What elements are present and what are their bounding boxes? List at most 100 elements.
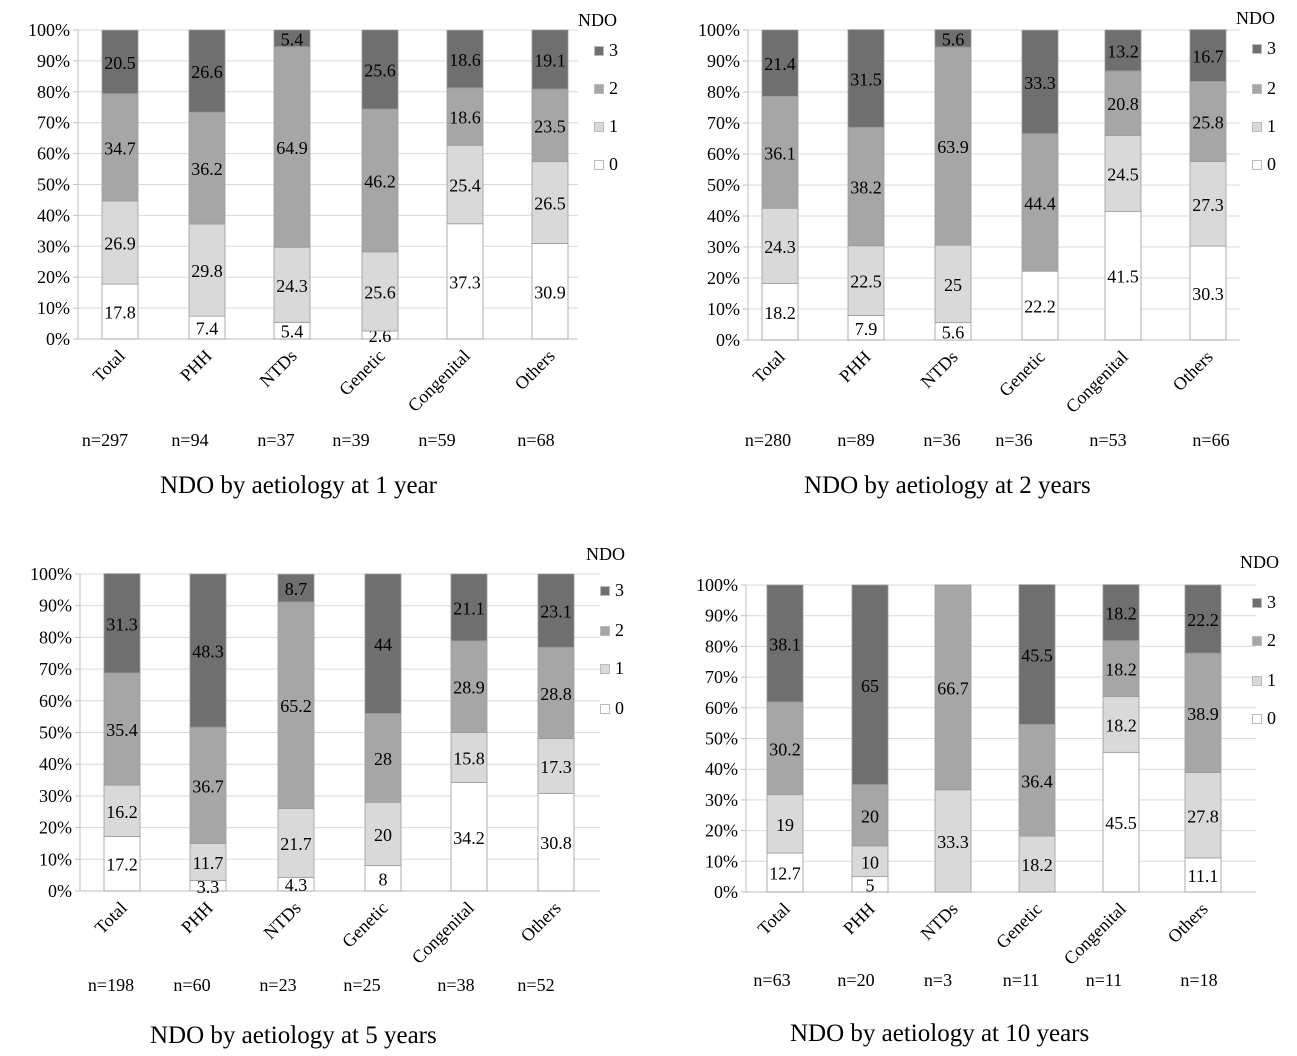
- data-label-ntds-ndo-2: 66.7: [937, 678, 969, 698]
- legend-title: NDO: [1240, 552, 1279, 572]
- data-label-others-ndo-3: 16.7: [1192, 47, 1224, 67]
- bar-segment-congenital-ndo-0: [1102, 751, 1140, 893]
- legend-label-3: 3: [1267, 38, 1276, 58]
- x-tick-label-genetic: Genetic: [992, 899, 1046, 953]
- legend-title: NDO: [1236, 8, 1275, 28]
- data-label-genetic-ndo-2: 44.4: [1024, 193, 1056, 213]
- x-tick-label-phh: PHH: [839, 899, 879, 939]
- bar-segment-total-ndo-3: [766, 584, 804, 703]
- n-label-total: n=280: [744, 430, 792, 450]
- legend-item-1: 1: [594, 116, 618, 137]
- bar-segment-others-ndo-3: [531, 29, 569, 90]
- legend-swatch-1: [594, 121, 604, 132]
- y-tick-label: 100%: [696, 575, 738, 595]
- legend-item-0: 0: [600, 698, 624, 719]
- x-tick-label-genetic: Genetic: [995, 347, 1049, 401]
- y-tick-label: 10%: [705, 851, 738, 871]
- legend-label-3: 3: [609, 40, 618, 60]
- bar-segment-total-ndo-3: [101, 29, 139, 95]
- bar-segment-genetic-ndo-2: [1021, 133, 1059, 272]
- bar-segment-others-ndo-1: [531, 161, 569, 244]
- bar-segment-total-ndo-1: [766, 794, 804, 854]
- bar-segment-phh-ndo-1: [851, 845, 889, 878]
- y-tick-label: 0%: [716, 330, 740, 350]
- data-label-congenital-ndo-1: 18.2: [1105, 715, 1137, 735]
- bar-segment-phh-ndo-0: [847, 315, 885, 341]
- x-tick-label-genetic: Genetic: [335, 346, 389, 400]
- bar-segment-congenital-ndo-3: [450, 573, 488, 642]
- bar-segment-others-ndo-0: [1189, 245, 1227, 341]
- n-label-total: n=63: [753, 970, 791, 990]
- data-label-others-ndo-2: 25.8: [1192, 112, 1224, 132]
- legend-item-0: 0: [1252, 154, 1276, 175]
- y-tick-label: 10%: [37, 298, 70, 318]
- bar-segment-congenital-ndo-1: [450, 732, 488, 783]
- data-label-phh-ndo-0: 7.9: [855, 319, 878, 339]
- data-label-phh-ndo-1: 11.7: [193, 853, 224, 873]
- bar-segment-others-ndo-3: [1184, 584, 1222, 654]
- data-label-ntds-ndo-3: 5.6: [942, 29, 965, 49]
- bar-segment-ntds-ndo-1: [934, 244, 972, 324]
- y-tick-label: 40%: [705, 759, 738, 779]
- legend-title: NDO: [578, 10, 617, 30]
- legend-swatch-0: [1252, 159, 1262, 170]
- bar-segment-others-ndo-2: [1184, 652, 1222, 773]
- bar-segment-congenital-ndo-2: [1104, 70, 1142, 136]
- legend-swatch-2: [1252, 635, 1262, 646]
- legend-swatch-3: [1252, 597, 1262, 608]
- n-label-others: n=18: [1180, 970, 1218, 990]
- data-label-total-ndo-0: 18.2: [764, 303, 796, 323]
- n-label-total: n=198: [87, 975, 135, 995]
- x-tick-label-total: Total: [91, 898, 131, 938]
- x-tick-label-congenital: Congenital: [1062, 347, 1132, 417]
- y-tick-label: 60%: [707, 144, 740, 164]
- y-tick-label: 70%: [707, 113, 740, 133]
- legend-item-3: 3: [600, 580, 624, 601]
- bar-segment-genetic-ndo-0: [364, 865, 402, 892]
- data-label-congenital-ndo-1: 25.4: [449, 176, 481, 196]
- bar-segment-congenital-ndo-2: [450, 640, 488, 733]
- n-label-congenital: n=38: [437, 975, 475, 995]
- y-tick-label: 100%: [30, 564, 72, 584]
- data-label-total-ndo-1: 26.9: [104, 233, 136, 253]
- legend-item-2: 2: [1252, 630, 1276, 651]
- legend-label-1: 1: [1267, 116, 1276, 136]
- bar-segment-ntds-ndo-2: [934, 584, 972, 791]
- data-label-ntds-ndo-1: 25: [944, 275, 962, 295]
- data-label-phh-ndo-1: 10: [861, 852, 879, 872]
- legend-label-3: 3: [1267, 592, 1276, 612]
- stacked-bar-chart-2-years: 0% 10% 20% 30% 40% 50% 60% 70% 80% 90% 100% 18.2 24.…: [698, 20, 1240, 417]
- x-tick-label-total: Total: [754, 899, 794, 939]
- y-tick-label: 30%: [705, 790, 738, 810]
- legend-item-1: 1: [600, 658, 624, 679]
- data-label-phh-ndo-3: 26.6: [191, 62, 223, 82]
- data-label-congenital-ndo-1: 15.8: [453, 749, 485, 769]
- y-tick-label: 100%: [28, 20, 70, 40]
- legend-label-2: 2: [1267, 630, 1276, 650]
- legend-swatch-2: [1252, 83, 1262, 94]
- n-label-genetic: n=11: [1002, 970, 1040, 990]
- data-label-phh-ndo-3: 65: [861, 676, 879, 696]
- x-tick-label-ntds: NTDs: [917, 899, 962, 944]
- bar-segment-genetic-ndo-3: [1018, 584, 1056, 725]
- data-label-phh-ndo-3: 48.3: [192, 642, 224, 662]
- bar-segment-phh-ndo-2: [851, 784, 889, 847]
- data-label-genetic-ndo-3: 25.6: [364, 61, 396, 81]
- bar-segment-congenital-ndo-0: [446, 223, 484, 340]
- y-tick-label: 70%: [37, 113, 70, 133]
- data-label-others-ndo-1: 17.3: [540, 757, 572, 777]
- x-tick-label-ntds: NTDs: [256, 346, 301, 391]
- data-label-ntds-ndo-3: 8.7: [285, 579, 308, 599]
- bar-segment-total-ndo-0: [103, 836, 141, 892]
- y-tick-label: 20%: [37, 267, 70, 287]
- n-label-phh: n=89: [837, 430, 875, 450]
- n-label-ntds: n=3: [923, 970, 953, 990]
- x-tick-label-genetic: Genetic: [338, 898, 392, 952]
- data-label-genetic-ndo-3: 33.3: [1024, 73, 1056, 93]
- bar-segment-genetic-ndo-2: [1018, 723, 1056, 837]
- y-tick-label: 60%: [39, 691, 72, 711]
- bar-segment-phh-ndo-3: [851, 584, 889, 785]
- data-label-congenital-ndo-1: 24.5: [1107, 164, 1139, 184]
- bar-segment-others-ndo-0: [1184, 857, 1222, 893]
- legend-label-0: 0: [615, 698, 624, 718]
